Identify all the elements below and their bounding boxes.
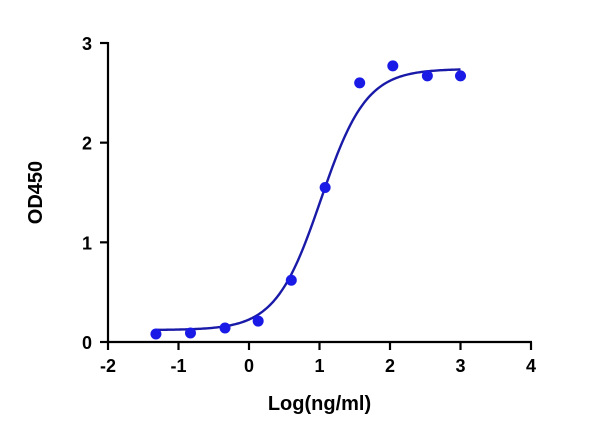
x-tick-label: 3: [455, 356, 465, 376]
data-point: [387, 60, 399, 72]
y-tick-label: 2: [82, 134, 92, 154]
y-tick-label: 0: [82, 333, 92, 353]
x-tick-label: 0: [244, 356, 254, 376]
data-point: [219, 322, 231, 334]
x-axis-ticks: -2 -1 0 1 2 3 4: [100, 342, 536, 376]
x-tick-label: -1: [170, 356, 186, 376]
data-point: [319, 182, 331, 194]
data-point: [150, 328, 162, 340]
x-tick-label: 4: [526, 356, 536, 376]
data-point: [455, 70, 466, 82]
y-axis-ticks: 0 1 2 3: [82, 34, 108, 353]
x-tick-label: -2: [100, 356, 116, 376]
data-point: [285, 274, 297, 286]
fit-curve: [155, 68, 461, 332]
data-point: [354, 77, 366, 89]
data-point: [184, 327, 196, 339]
data-point: [421, 70, 433, 82]
y-tick-label: 1: [82, 233, 92, 253]
y-axis-title: OD450: [25, 161, 47, 224]
fit-curve-layer: [155, 68, 461, 332]
x-tick-label: 1: [314, 356, 324, 376]
data-points-layer: [150, 60, 466, 340]
x-tick-label: 2: [385, 356, 395, 376]
data-point: [252, 315, 264, 327]
y-tick-label: 3: [82, 34, 92, 54]
x-axis-title: Log(ng/ml): [268, 393, 371, 415]
